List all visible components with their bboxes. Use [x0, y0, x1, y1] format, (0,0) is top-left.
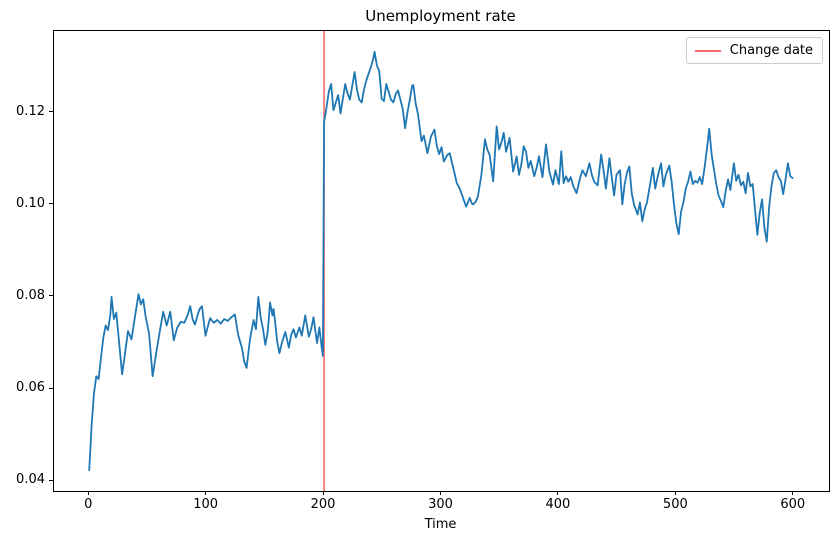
y-tick-mark	[49, 111, 53, 113]
legend: Change date	[685, 37, 823, 64]
x-tick-mark	[440, 491, 441, 495]
chart-title: Unemployment rate	[365, 7, 516, 25]
x-tick-label: 400	[545, 497, 571, 512]
y-tick-mark	[49, 203, 53, 205]
y-tick-mark	[49, 479, 53, 481]
x-tick-label: 100	[193, 497, 219, 512]
y-tick-label: 0.04	[16, 472, 45, 488]
legend-line-sample	[694, 49, 721, 52]
x-axis-label: Time	[424, 517, 457, 532]
y-tick-label: 0.10	[16, 195, 45, 211]
x-tick-label: 200	[310, 497, 336, 512]
x-tick-label: 600	[780, 497, 806, 512]
series-line-unemployment-rate	[88, 50, 794, 472]
y-tick-label: 0.06	[16, 380, 45, 396]
y-tick-label: 0.12	[16, 103, 45, 119]
series-svg	[88, 31, 794, 491]
x-tick-mark	[674, 491, 676, 495]
y-tick-mark	[49, 387, 53, 389]
x-tick-label: 500	[662, 497, 688, 512]
y-tick-mark	[49, 295, 53, 297]
x-tick-mark	[87, 491, 89, 495]
x-tick-mark	[792, 491, 794, 495]
x-tick-mark	[557, 491, 559, 495]
x-tick-label: 300	[428, 497, 453, 512]
x-tick-label: 0	[84, 497, 93, 512]
y-tick-label: 0.08	[16, 287, 45, 303]
plot-area: Change date	[53, 30, 830, 492]
legend-label: Change date	[729, 43, 813, 58]
x-tick-mark	[205, 491, 207, 495]
x-tick-mark	[322, 491, 324, 495]
